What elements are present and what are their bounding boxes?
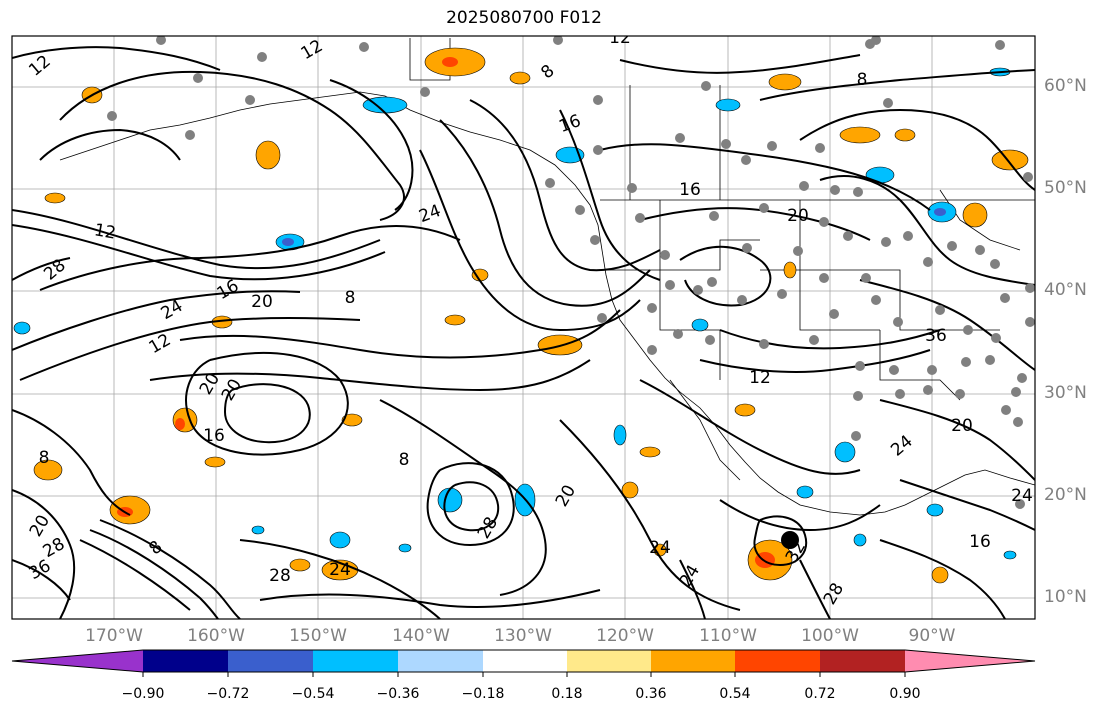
- contour-label: 36: [925, 326, 947, 346]
- colorbar-tick-label: 0.72: [804, 686, 836, 702]
- colorbar-segment: [820, 650, 905, 672]
- colorbar-tick-label: −0.54: [291, 686, 335, 702]
- lon-label: 170°W: [85, 626, 143, 646]
- colorbar-segment: [228, 650, 313, 672]
- colorbar-tick-label: −0.36: [376, 686, 420, 702]
- positive-shading: [33, 47, 1029, 584]
- lon-label: 100°W: [801, 626, 859, 646]
- lat-label: 10°N: [1044, 587, 1087, 607]
- lon-label: 160°W: [187, 626, 245, 646]
- lat-label: 40°N: [1044, 280, 1087, 300]
- colorbar-segment: [12, 650, 143, 672]
- map-title: 2025080700 F012: [446, 8, 602, 28]
- colorbar-segment: [905, 650, 1035, 672]
- lon-label: 150°W: [289, 626, 347, 646]
- colorbar-tick-label: −0.90: [121, 686, 165, 702]
- contour-label: 8: [39, 448, 50, 468]
- lat-label: 20°N: [1044, 485, 1087, 505]
- storm-center-marker: [781, 531, 799, 549]
- contour-label: 16: [679, 180, 701, 200]
- contour-label: 16: [203, 426, 225, 446]
- contour-label: 8: [399, 450, 410, 470]
- colorbar-tick-label: −0.18: [461, 686, 505, 702]
- colorbar-tick-label: 0.18: [551, 686, 583, 702]
- lat-label: 60°N: [1044, 76, 1087, 96]
- negative-shading: [13, 67, 1017, 560]
- colorbar-tick-label: 0.36: [635, 686, 667, 702]
- lon-label: 120°W: [596, 626, 654, 646]
- lat-label: 50°N: [1044, 178, 1087, 198]
- colorbar-tick-label: 0.90: [889, 686, 921, 702]
- contour-label: 8: [857, 70, 868, 90]
- lon-label: 90°W: [908, 626, 956, 646]
- lon-label: 140°W: [392, 626, 450, 646]
- colorbar-segment: [398, 650, 483, 672]
- colorbar-segment: [651, 650, 735, 672]
- contour-label: 20: [787, 206, 809, 226]
- contour-label: 12: [749, 368, 771, 388]
- contour-label: 12: [609, 28, 631, 48]
- lon-label: 110°W: [699, 626, 757, 646]
- contour-label: 28: [269, 566, 291, 586]
- station-dots: [107, 36, 1035, 509]
- colorbar: [11, 649, 1036, 677]
- colorbar-segment: [567, 650, 651, 672]
- contour-label: 24: [329, 560, 351, 580]
- map-background: [12, 36, 1035, 619]
- lat-label: 30°N: [1044, 383, 1087, 403]
- colorbar-segment: [143, 650, 228, 672]
- contour-label: 8: [345, 288, 356, 308]
- lon-label: 130°W: [494, 626, 552, 646]
- contour-label: 12: [93, 220, 118, 243]
- contour-label: 20: [251, 292, 273, 312]
- colorbar-segment: [735, 650, 820, 672]
- colorbar-tick-label: 0.54: [719, 686, 751, 702]
- contour-label: 20: [951, 416, 973, 436]
- strong-negative-shading: [282, 208, 946, 246]
- colorbar-segment: [313, 650, 398, 672]
- colorbar-segment: [483, 650, 567, 672]
- map-frame: [11, 35, 1036, 620]
- contour-label: 24: [649, 538, 671, 558]
- contour-label: 24: [1011, 486, 1033, 506]
- contour-label: 16: [969, 532, 991, 552]
- colorbar-tick-label: −0.72: [206, 686, 250, 702]
